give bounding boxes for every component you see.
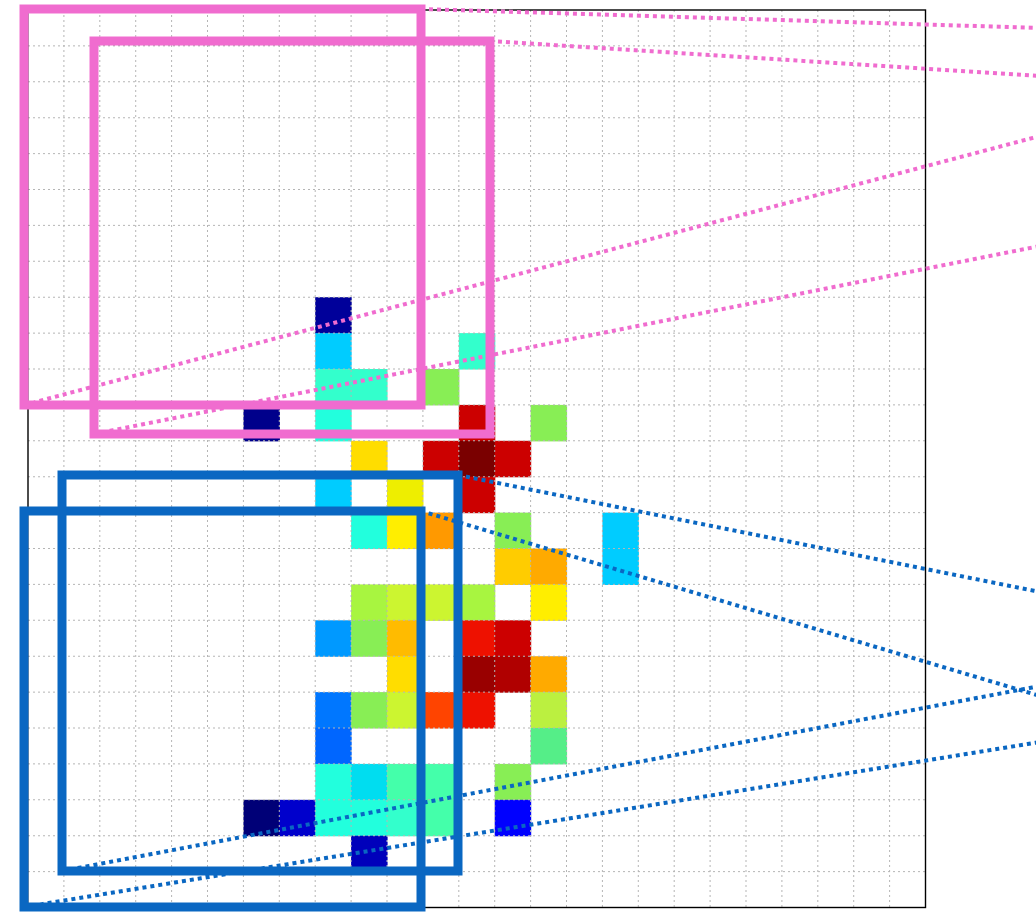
- heatmap-cell: [351, 620, 388, 657]
- heatmap-cell: [494, 656, 532, 693]
- heatmap-cell: [530, 656, 568, 693]
- heatmap-cell: [422, 584, 460, 621]
- heatmap-cell: [351, 692, 388, 729]
- blue-box-2: [19, 506, 426, 912]
- heatmap-cell: [315, 763, 352, 801]
- heatmap-cell: [315, 692, 352, 729]
- heatmap-cell: [243, 799, 280, 837]
- heatmap-cell: [494, 763, 532, 801]
- heatmap-cell: [422, 369, 460, 406]
- heatmap-cell: [494, 512, 532, 550]
- heatmap-cell: [602, 512, 639, 550]
- heatmap-cell: [422, 763, 460, 801]
- heatmap-cell: [458, 656, 496, 693]
- heatmap-cell: [315, 333, 352, 370]
- heatmap-cell: [494, 548, 532, 585]
- heatmap-cell: [458, 692, 496, 729]
- connector-line: [420, 509, 1036, 697]
- zoom-boxes: [19, 4, 495, 912]
- heatmap-cell: [530, 728, 568, 765]
- heatmap-cell: [351, 763, 388, 801]
- connector-line: [61, 684, 1036, 873]
- pink-box-2: [89, 36, 495, 439]
- heatmap-cell: [351, 584, 388, 621]
- heatmap-cell: [530, 692, 568, 729]
- blue-box-1: [57, 470, 463, 876]
- heatmap-cell: [530, 584, 568, 621]
- heatmap-cell: [422, 799, 460, 837]
- connector-line: [457, 473, 1036, 594]
- heatmap-cell: [494, 440, 532, 478]
- connector-line: [420, 7, 1036, 30]
- heatmap-cell: [422, 692, 460, 729]
- connector-line: [23, 740, 1036, 909]
- heatmap-cell: [458, 620, 496, 657]
- heatmap-cell: [351, 799, 388, 837]
- heatmap-cell: [458, 584, 496, 621]
- grid-frame: [27, 9, 927, 909]
- heatmap-cell: [530, 404, 568, 442]
- heatmap-cell: [458, 440, 496, 478]
- heatmap-cell: [351, 512, 388, 550]
- heatmap-cell: [315, 728, 352, 765]
- connector-line: [23, 134, 1036, 407]
- heatmap-cell: [351, 369, 388, 406]
- heatmap-cell: [315, 620, 352, 657]
- connector-line: [489, 39, 1036, 78]
- pink-box-1: [19, 4, 426, 410]
- zoom-connector-lines: [23, 7, 1036, 909]
- heatmap-cell: [494, 620, 532, 657]
